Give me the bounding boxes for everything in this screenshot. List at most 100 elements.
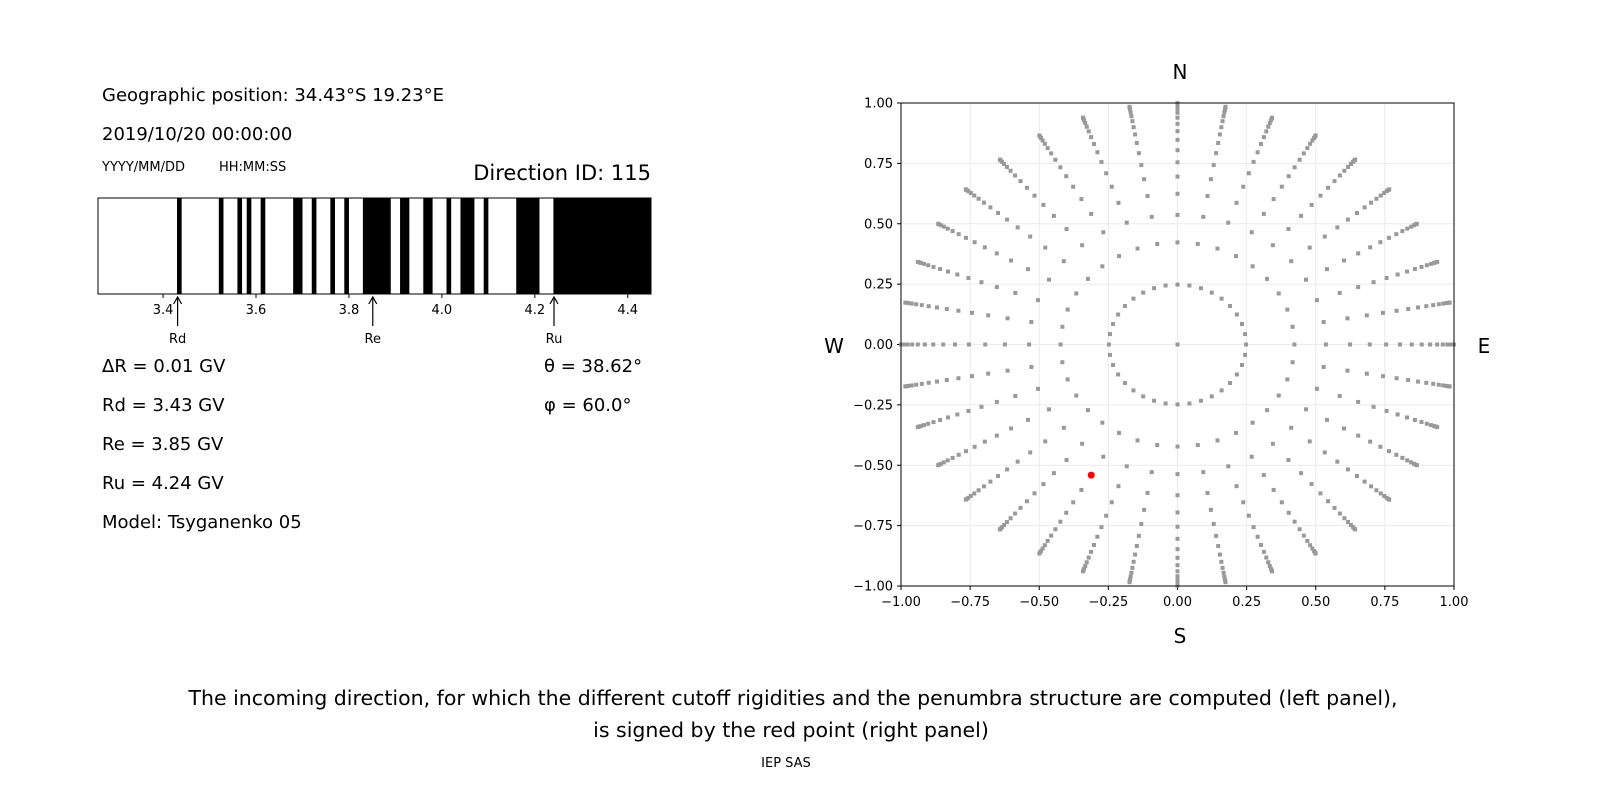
direction-point bbox=[910, 342, 915, 347]
direction-point bbox=[1409, 224, 1414, 229]
direction-point bbox=[956, 232, 961, 237]
direction-point bbox=[1324, 267, 1329, 272]
direction-point bbox=[905, 342, 910, 347]
direction-point bbox=[1141, 290, 1146, 295]
direction-point bbox=[1432, 424, 1437, 429]
direction-point bbox=[1084, 560, 1089, 565]
direction-point bbox=[1215, 438, 1220, 443]
direction-point bbox=[1223, 104, 1228, 109]
direction-point bbox=[1387, 449, 1392, 454]
direction-point bbox=[1032, 193, 1037, 198]
direction-point bbox=[945, 226, 950, 231]
arrow-head-icon bbox=[368, 295, 378, 305]
direction-point bbox=[1175, 510, 1180, 515]
direction-point bbox=[1042, 141, 1047, 146]
direction-point bbox=[1175, 174, 1180, 179]
direction-point bbox=[1270, 243, 1275, 248]
direction-point bbox=[1405, 269, 1410, 274]
direction-point bbox=[1353, 157, 1358, 162]
direction-point bbox=[1086, 129, 1091, 134]
direction-point bbox=[1270, 569, 1275, 574]
direction-point bbox=[1354, 210, 1359, 215]
direction-point bbox=[1374, 488, 1379, 493]
direction-point bbox=[1314, 298, 1319, 303]
direction-point bbox=[1131, 125, 1136, 130]
x-tick-label: 0.50 bbox=[1301, 595, 1330, 610]
direction-point bbox=[1107, 332, 1112, 337]
direction-point bbox=[903, 300, 908, 305]
direction-point bbox=[1219, 388, 1224, 393]
direction-point bbox=[1015, 459, 1020, 464]
direction-point bbox=[1378, 193, 1383, 198]
direction-point bbox=[1416, 379, 1421, 384]
direction-point bbox=[1348, 161, 1353, 166]
direction-point bbox=[906, 301, 911, 306]
forbidden-band bbox=[362, 198, 391, 294]
delta-r: ΔR = 0.01 GV bbox=[102, 356, 226, 377]
axes-frame bbox=[900, 102, 1455, 587]
direction-point bbox=[1374, 196, 1379, 201]
direction-point bbox=[1394, 308, 1399, 313]
direction-point bbox=[1004, 520, 1009, 525]
direction-point bbox=[921, 423, 926, 428]
direction-point bbox=[1337, 511, 1342, 516]
y-tick-label: −0.25 bbox=[853, 398, 893, 413]
date-format: YYYY/MM/DD bbox=[102, 160, 185, 175]
direction-point bbox=[1043, 245, 1048, 250]
direction-point bbox=[1064, 510, 1069, 515]
direction-point bbox=[1409, 342, 1414, 347]
direction-point bbox=[906, 383, 911, 388]
direction-point bbox=[1040, 546, 1045, 551]
annotation-label-ru: Ru bbox=[546, 332, 563, 347]
direction-point bbox=[1234, 372, 1239, 377]
direction-point bbox=[1414, 221, 1419, 226]
direction-point bbox=[1270, 441, 1275, 446]
direction-point bbox=[1431, 303, 1436, 308]
direction-point bbox=[1198, 286, 1203, 291]
direction-point bbox=[1405, 458, 1410, 463]
direction-point bbox=[1175, 402, 1180, 407]
direction-point bbox=[1217, 552, 1222, 557]
direction-point bbox=[915, 259, 920, 264]
model-name: Model: Tsyganenko 05 bbox=[102, 512, 302, 533]
direction-point bbox=[966, 408, 971, 413]
direction-point bbox=[1040, 138, 1045, 143]
x-tick-label: 0.00 bbox=[1163, 595, 1192, 610]
direction-point bbox=[936, 221, 941, 226]
direction-point bbox=[1013, 290, 1018, 295]
direction-point bbox=[1175, 106, 1180, 111]
direction-point bbox=[983, 342, 988, 347]
direction-point bbox=[1234, 200, 1239, 205]
direction-point bbox=[1384, 342, 1389, 347]
direction-point bbox=[915, 425, 920, 430]
direction-point bbox=[1122, 381, 1127, 386]
direction-point bbox=[1071, 184, 1076, 189]
direction-point bbox=[1397, 342, 1402, 347]
direction-point bbox=[1308, 141, 1313, 146]
direction-point bbox=[1111, 322, 1116, 327]
direction-point bbox=[1400, 229, 1405, 234]
bar-frame bbox=[97, 197, 652, 295]
direction-point bbox=[1058, 165, 1063, 170]
direction-point bbox=[1002, 523, 1007, 528]
direction-point bbox=[972, 240, 977, 245]
direction-point bbox=[970, 374, 975, 379]
direction-point bbox=[1219, 125, 1224, 130]
ru-value: Ru = 4.24 GV bbox=[102, 473, 224, 494]
direction-point bbox=[1255, 534, 1260, 539]
direction-point bbox=[1348, 342, 1353, 347]
direction-point bbox=[1400, 455, 1405, 460]
penumbra-chart: 3.4 3.6 3.8 4.0 4.2 4.4 Rd Re Ru bbox=[97, 197, 652, 347]
direction-point bbox=[1299, 471, 1304, 476]
direction-point bbox=[1332, 505, 1337, 510]
direction-point bbox=[1061, 259, 1066, 264]
direction-point bbox=[1221, 114, 1226, 119]
direction-point bbox=[1341, 426, 1346, 431]
direction-point bbox=[1049, 151, 1054, 156]
direction-point bbox=[1002, 342, 1007, 347]
direction-point bbox=[1341, 258, 1346, 263]
direction-point bbox=[1175, 212, 1180, 217]
direction-point bbox=[914, 302, 919, 307]
direction-point bbox=[1106, 342, 1111, 347]
direction-point bbox=[1175, 536, 1180, 541]
